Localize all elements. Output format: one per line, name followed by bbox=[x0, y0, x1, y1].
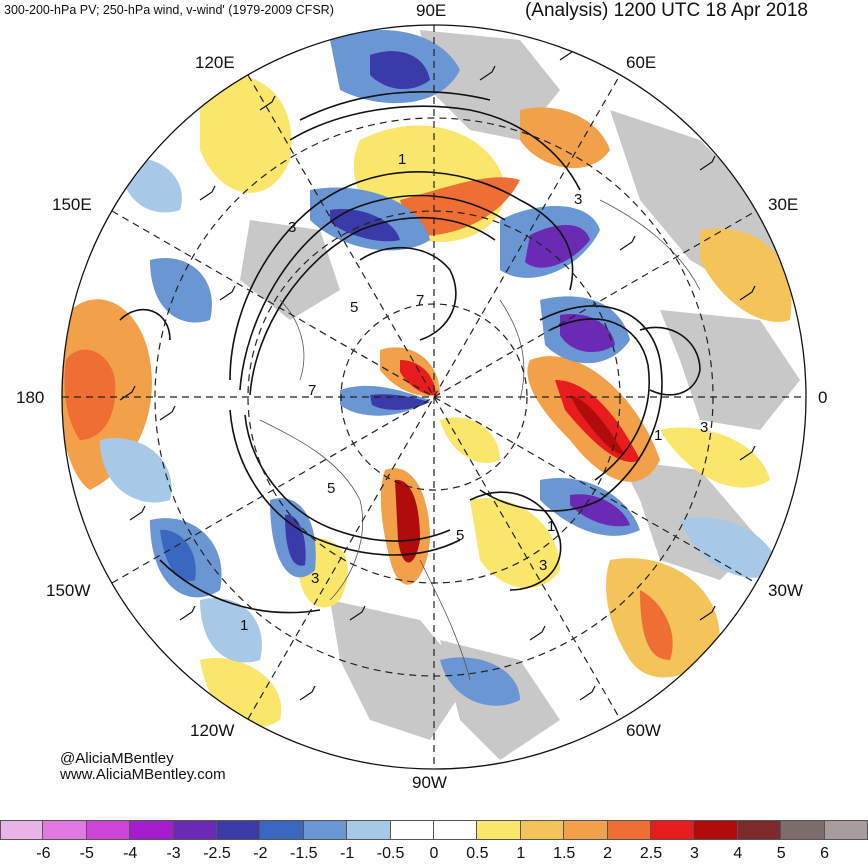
colorbar-tick-label: -2.5 bbox=[203, 845, 231, 862]
lon-label-180: 180 bbox=[16, 388, 45, 407]
pv-contour-label: 3 bbox=[288, 219, 296, 236]
pv-contour-label: 3 bbox=[700, 419, 708, 436]
colorbar-tick-label: -6 bbox=[36, 845, 51, 862]
lon-label-0: 0 bbox=[818, 388, 828, 407]
colorbar-tick-label: -1.5 bbox=[290, 845, 318, 862]
colorbar-swatch bbox=[86, 820, 131, 840]
colorbar-swatch bbox=[694, 820, 738, 840]
lon-label-120e: 120E bbox=[195, 53, 235, 72]
polar-stereographic-map: 1 3 5 7 7 5 3 1 3 5 3 1 1 3 bbox=[61, 24, 807, 770]
colorbar-tick-label: 2.5 bbox=[639, 845, 663, 862]
pv-contour-label: 3 bbox=[539, 557, 547, 574]
lon-label-90e: 90E bbox=[416, 1, 447, 20]
pv-contour-label: 7 bbox=[416, 292, 424, 309]
map-title-left: 300-200-hPa PV; 250-hPa wind, v-wind' (1… bbox=[4, 3, 334, 17]
map-title-right: (Analysis) 1200 UTC 18 Apr 2018 bbox=[524, 0, 808, 21]
negative-vwind-anomalies bbox=[100, 30, 780, 706]
pv-contour-label: 5 bbox=[456, 527, 464, 544]
colorbar-tick-label: 1 bbox=[516, 845, 526, 862]
pv-contours bbox=[119, 91, 701, 614]
colorbar-swatch bbox=[390, 820, 434, 840]
colorbar-swatch bbox=[520, 820, 565, 840]
colorbar-swatch bbox=[303, 820, 348, 840]
colorbar-tick-label: 1.5 bbox=[553, 845, 576, 862]
lon-label-60w: 60W bbox=[626, 721, 661, 740]
colorbar-tick-label: -3 bbox=[166, 845, 181, 862]
colorbar-swatch bbox=[564, 820, 608, 840]
colorbar-swatch bbox=[0, 820, 44, 840]
colorbar-swatch bbox=[737, 820, 782, 840]
colorbar-swatch bbox=[781, 820, 825, 840]
wind-barbs bbox=[119, 45, 756, 701]
lon-label-150w: 150W bbox=[46, 581, 91, 600]
pv-contour-label: 5 bbox=[350, 299, 358, 316]
pv-contour-label: 1 bbox=[654, 427, 662, 444]
colorbar-swatch bbox=[347, 820, 391, 840]
lon-label-30w: 30W bbox=[768, 581, 803, 600]
colorbar-swatch bbox=[651, 820, 695, 840]
colorbar-tick-label: -5 bbox=[79, 845, 94, 862]
colorbar-swatch bbox=[607, 820, 651, 840]
colorbar-tick-label: -1 bbox=[340, 845, 355, 862]
pv-contour-label: 7 bbox=[308, 382, 316, 399]
credit-website: www.AliciaMBentley.com bbox=[60, 766, 226, 783]
colorbar-tick-label: 0 bbox=[429, 845, 439, 862]
graticule bbox=[62, 25, 806, 769]
map-border bbox=[61, 24, 807, 770]
colorbar-swatch bbox=[477, 820, 521, 840]
colorbar-swatch bbox=[43, 820, 87, 840]
lon-label-90w: 90W bbox=[412, 773, 447, 792]
colorbar-tick-label: 6 bbox=[820, 845, 830, 862]
colorbar-tick-label: -0.5 bbox=[376, 845, 405, 862]
colorbar-tick-label: 5 bbox=[776, 845, 786, 862]
pv-contour-label: 3 bbox=[311, 570, 319, 587]
colorbar-tick-label: -4 bbox=[123, 845, 138, 862]
pv-contour-label: 1 bbox=[240, 617, 248, 634]
map-fields bbox=[62, 25, 806, 769]
lon-label-120w: 120W bbox=[190, 721, 235, 740]
colorbar-tick-label: -2 bbox=[253, 845, 268, 862]
colorbar-swatch bbox=[173, 820, 217, 840]
colorbar-frame bbox=[0, 820, 868, 840]
colorbar-tick-label: 2 bbox=[603, 845, 613, 862]
pv-contour-label: 3 bbox=[574, 191, 582, 208]
lon-label-30e: 30E bbox=[768, 195, 799, 214]
pv-contour-label: 1 bbox=[398, 151, 406, 168]
pv-contour-label: 1 bbox=[547, 518, 555, 535]
colorbar-swatch bbox=[260, 820, 304, 840]
credit-handle: @AliciaMBentley bbox=[60, 750, 174, 767]
pv-contour-label: 5 bbox=[327, 480, 335, 497]
coastlines bbox=[259, 199, 701, 681]
colorbar-tick-label: 4 bbox=[733, 845, 743, 862]
lon-label-60e: 60E bbox=[626, 53, 657, 72]
colorbar-tick-label: 3 bbox=[689, 845, 699, 862]
colorbar-swatch bbox=[434, 820, 478, 840]
lon-label-150e: 150E bbox=[52, 195, 92, 214]
colorbar-tick-label: 0.5 bbox=[466, 845, 489, 862]
colorbar-swatch bbox=[217, 820, 261, 840]
pv-contour-label-group: 1 3 5 7 7 5 3 1 3 5 3 1 1 3 bbox=[240, 151, 708, 634]
colorbar-swatch bbox=[130, 820, 174, 840]
